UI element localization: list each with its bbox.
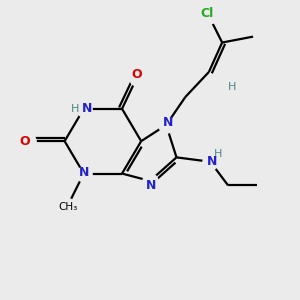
Text: O: O [20,135,30,148]
Text: N: N [207,155,217,168]
Text: N: N [79,166,89,178]
Text: H: H [214,149,223,159]
Text: N: N [146,179,157,192]
Text: H: H [228,82,237,92]
Text: Cl: Cl [201,7,214,20]
Text: CH₃: CH₃ [58,202,77,212]
Text: O: O [131,68,142,81]
Text: N: N [82,102,92,115]
Text: N: N [163,116,173,128]
Text: H: H [71,104,80,114]
